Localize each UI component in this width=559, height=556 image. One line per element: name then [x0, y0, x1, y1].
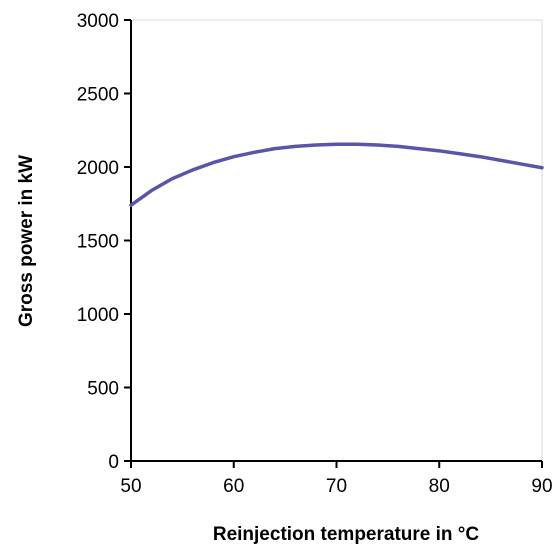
y-axis: 0 500 1000 1500 2000 2500 3000: [77, 11, 132, 473]
x-tick-label: 50: [120, 476, 141, 497]
y-tick-label: 1500: [77, 232, 119, 253]
x-tick-label: 90: [531, 476, 552, 497]
y-tick-label: 2000: [77, 158, 119, 179]
y-tick-label: 3000: [77, 11, 119, 32]
y-tick-label: 1000: [77, 305, 119, 326]
x-axis-title: Reinjection temperature in °C: [213, 524, 480, 545]
plot-area-border: [130, 19, 543, 462]
y-tick-label: 0: [108, 452, 119, 473]
y-tick-label: 2500: [77, 85, 119, 106]
series-line: [129, 142, 544, 207]
y-axis-title: Gross power in kW: [16, 155, 37, 327]
x-tick-label: 70: [326, 476, 347, 497]
x-tick-label: 80: [429, 476, 450, 497]
x-axis: 50 60 70 80 90: [120, 460, 553, 497]
x-tick-label: 60: [223, 476, 244, 497]
y-tick-label: 500: [87, 379, 119, 400]
series-layer: [129, 142, 544, 207]
